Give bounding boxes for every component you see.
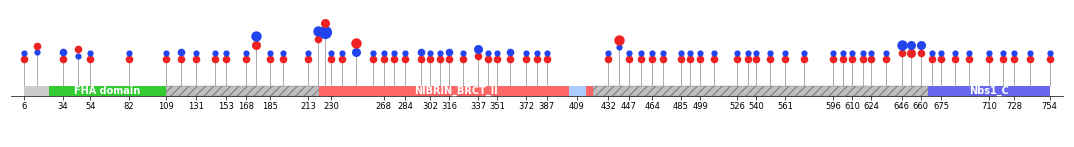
Bar (928, 86, 1049, 96)
Text: Nbs1_C: Nbs1_C (969, 86, 1008, 96)
Bar (25, 86, 1049, 96)
Bar (568, 86, 586, 96)
Text: FHA domain: FHA domain (74, 86, 141, 96)
Bar (593, 86, 928, 96)
Bar (49, 86, 165, 96)
Text: NIBRIN_BRCT_II: NIBRIN_BRCT_II (415, 86, 498, 96)
Bar (165, 86, 319, 96)
Bar (319, 86, 593, 96)
